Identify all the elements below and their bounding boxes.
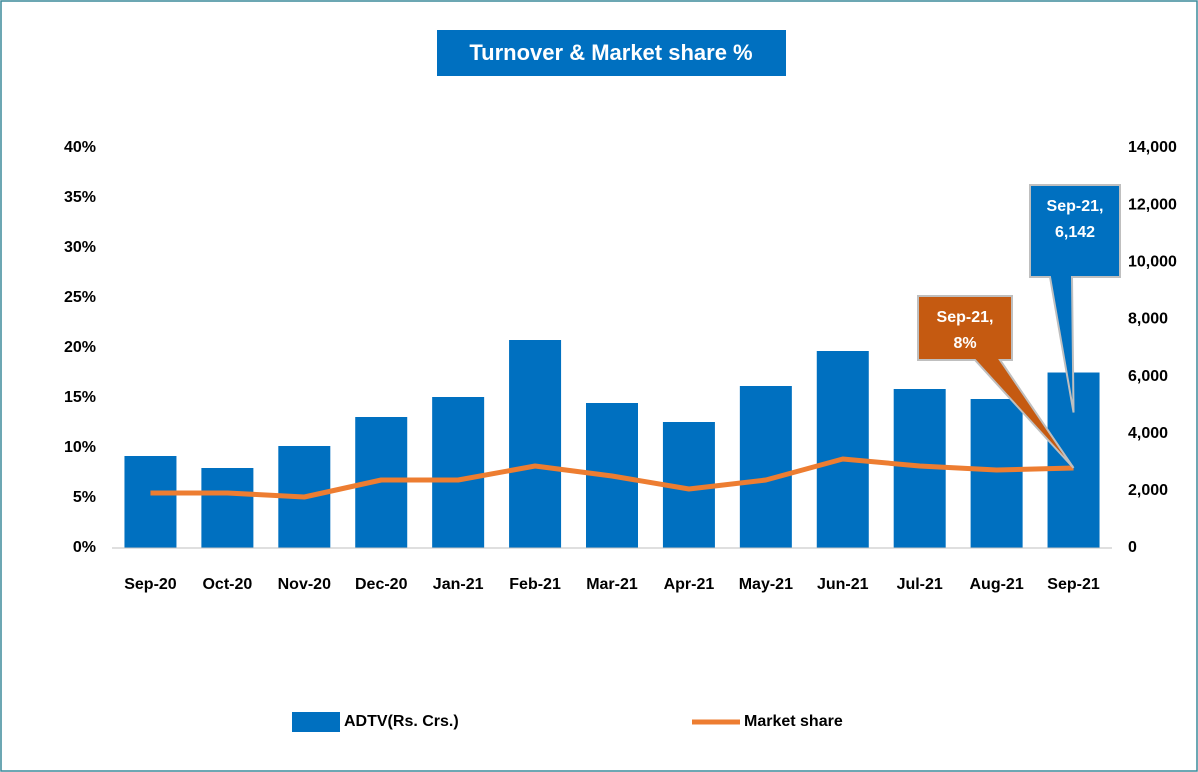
y-tick-label: 20% xyxy=(64,339,96,356)
legend-label: ADTV(Rs. Crs.) xyxy=(344,713,459,730)
chart-title: Turnover & Market share % xyxy=(469,40,752,65)
x-tick-label: Sep-20 xyxy=(124,576,177,593)
x-tick-label: Mar-21 xyxy=(586,576,638,593)
y-tick-label: 35% xyxy=(64,189,96,206)
x-tick-label: Jan-21 xyxy=(433,576,484,593)
y2-tick-label: 14,000 xyxy=(1128,139,1177,156)
y-tick-label: 40% xyxy=(64,139,96,156)
y2-tick-label: 12,000 xyxy=(1128,196,1177,213)
callout-text: 8% xyxy=(953,335,976,352)
y-tick-label: 0% xyxy=(73,539,96,556)
x-tick-label: Sep-21 xyxy=(1047,576,1100,593)
y-tick-label: 15% xyxy=(64,389,96,406)
legend-swatch xyxy=(292,712,340,732)
bar xyxy=(124,456,177,548)
y2-tick-label: 6,000 xyxy=(1128,368,1168,385)
bar xyxy=(509,340,562,548)
y2-tick-label: 2,000 xyxy=(1128,482,1168,499)
bar xyxy=(739,386,792,548)
callout xyxy=(1029,184,1121,413)
callout-text: 6,142 xyxy=(1055,224,1095,241)
y-tick-label: 5% xyxy=(73,489,96,506)
y2-tick-label: 4,000 xyxy=(1128,425,1168,442)
callout xyxy=(917,295,1075,469)
y-tick-label: 30% xyxy=(64,239,96,256)
y2-tick-label: 8,000 xyxy=(1128,311,1168,328)
x-tick-label: Nov-20 xyxy=(278,576,331,593)
x-tick-label: Aug-21 xyxy=(969,576,1023,593)
legend-label: Market share xyxy=(744,713,843,730)
y2-tick-label: 0 xyxy=(1128,539,1137,556)
callout-text: Sep-21, xyxy=(1047,198,1104,215)
y-tick-label: 25% xyxy=(64,289,96,306)
y-tick-label: 10% xyxy=(64,439,96,456)
title-box xyxy=(437,30,786,76)
x-tick-label: Apr-21 xyxy=(664,576,715,593)
bar xyxy=(970,399,1023,548)
x-tick-label: Oct-20 xyxy=(202,576,252,593)
y2-tick-label: 10,000 xyxy=(1128,254,1177,271)
bar xyxy=(816,351,869,548)
x-tick-label: Feb-21 xyxy=(509,576,561,593)
line xyxy=(150,456,1074,500)
x-tick-label: Jul-21 xyxy=(897,576,943,593)
callout-text: Sep-21, xyxy=(937,309,994,326)
bar xyxy=(432,397,485,548)
x-tick-label: Dec-20 xyxy=(355,576,408,593)
x-tick-label: May-21 xyxy=(739,576,793,593)
bar xyxy=(201,468,254,548)
x-tick-label: Jun-21 xyxy=(817,576,869,593)
